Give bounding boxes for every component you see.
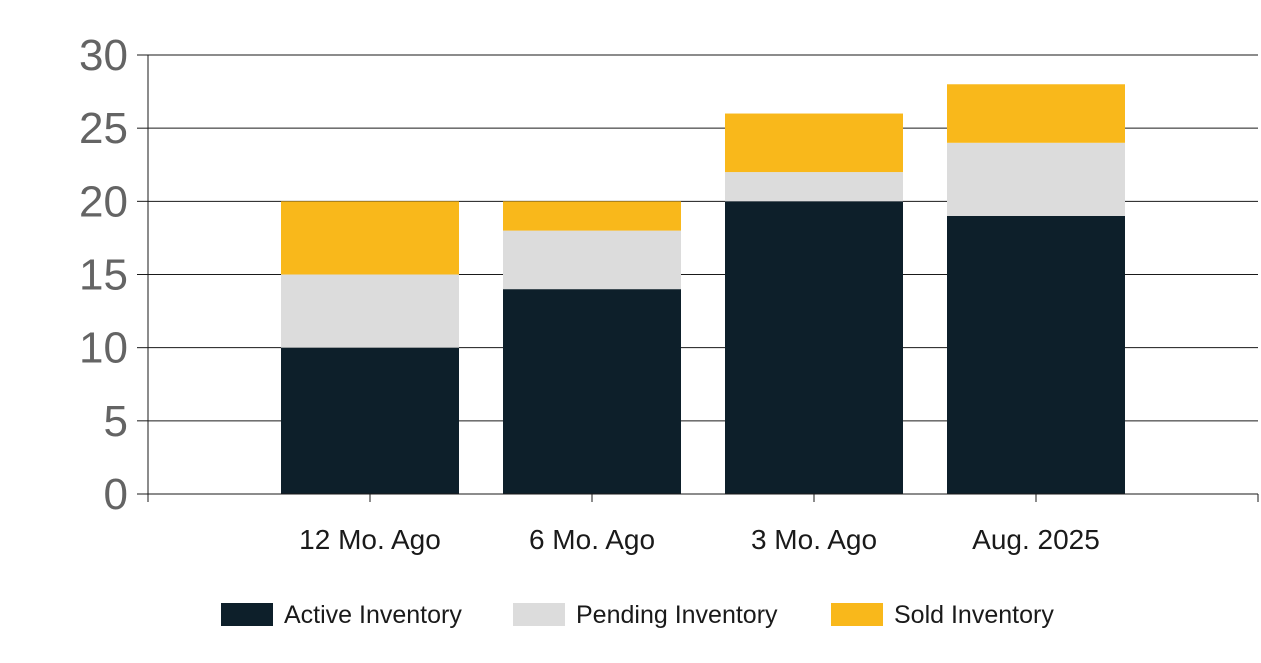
bar-segment bbox=[281, 274, 459, 348]
legend-swatch bbox=[831, 603, 883, 626]
bar-segment bbox=[725, 172, 903, 202]
y-tick-label: 15 bbox=[79, 251, 128, 300]
legend: Active Inventory Pending Inventory Sold In… bbox=[221, 601, 1054, 629]
bar-segment bbox=[947, 84, 1125, 143]
bar-segment bbox=[725, 201, 903, 495]
legend-label: Active Inventory bbox=[284, 601, 462, 629]
bar-segment bbox=[503, 201, 681, 231]
x-axis-tick-labels: 12 Mo. Ago 6 Mo. Ago 3 Mo. Ago Aug. 2025 bbox=[299, 524, 1100, 555]
x-tick-label: Aug. 2025 bbox=[972, 524, 1100, 555]
legend-label: Sold Inventory bbox=[894, 601, 1054, 629]
legend-item: Pending Inventory bbox=[513, 601, 778, 629]
legend-swatch bbox=[513, 603, 565, 626]
y-tick-label: 0 bbox=[104, 470, 128, 519]
y-tick-label: 30 bbox=[79, 31, 128, 80]
legend-item: Sold Inventory bbox=[831, 601, 1054, 629]
legend-label: Pending Inventory bbox=[576, 601, 778, 629]
y-axis-tick-labels: 0 5 10 15 20 25 30 bbox=[79, 31, 128, 519]
bar-segment bbox=[725, 113, 903, 173]
y-tick-label: 10 bbox=[79, 324, 128, 373]
bar-segment bbox=[503, 230, 681, 290]
x-tick-label: 3 Mo. Ago bbox=[751, 524, 877, 555]
axes bbox=[137, 54, 1259, 502]
bars bbox=[281, 84, 1125, 495]
bar-segment bbox=[947, 142, 1125, 216]
bar-segment bbox=[947, 215, 1125, 494]
y-tick-label: 5 bbox=[104, 397, 128, 446]
bar-segment bbox=[503, 289, 681, 494]
y-tick-label: 20 bbox=[79, 177, 128, 226]
bar-segment bbox=[281, 201, 459, 275]
legend-item: Active Inventory bbox=[221, 601, 462, 629]
x-tick-label: 6 Mo. Ago bbox=[529, 524, 655, 555]
bar-segment bbox=[281, 347, 459, 494]
x-tick-label: 12 Mo. Ago bbox=[299, 524, 441, 555]
y-tick-label: 25 bbox=[79, 104, 128, 153]
legend-swatch bbox=[221, 603, 273, 626]
